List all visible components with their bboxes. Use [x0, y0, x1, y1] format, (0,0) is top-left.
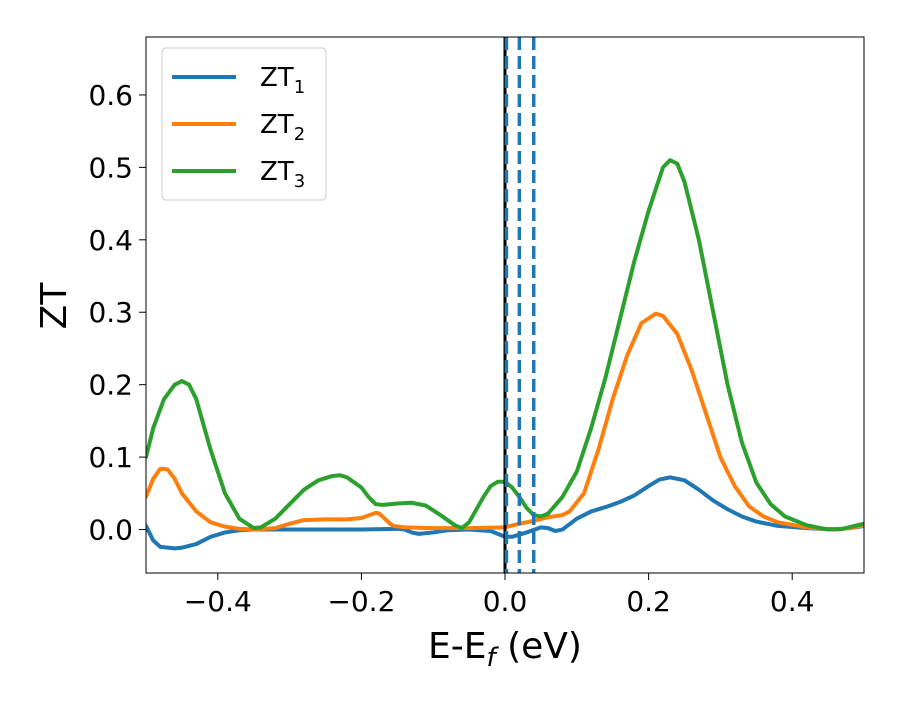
legend-box [161, 47, 327, 201]
legend-label-zt1: ZT1 [260, 63, 305, 98]
y-tick-label: 0.2 [88, 369, 133, 402]
x-tick-label: −0.4 [184, 585, 252, 618]
x-tick-label: 0.2 [626, 585, 671, 618]
y-tick-label: 0.0 [88, 514, 133, 547]
vertical-lines [503, 37, 536, 573]
x-axis-label: E-Ef (eV) [428, 626, 582, 673]
x-tick-label: −0.2 [327, 585, 395, 618]
y-tick-label: 0.6 [88, 79, 133, 112]
y-tick-label: 0.1 [88, 441, 133, 474]
x-axis-label-main: E-E [428, 626, 486, 667]
series-line-zt3 [146, 158, 864, 532]
legend-label-zt3: ZT3 [260, 157, 305, 192]
x-tick-label: 0.0 [483, 585, 528, 618]
y-axis-label: ZT [34, 282, 75, 330]
x-axis-label-unit: (eV) [496, 626, 582, 667]
x-tick-label: 0.4 [770, 585, 815, 618]
x-axis-ticks: −0.4 −0.2 0.0 0.2 0.4 [184, 573, 815, 618]
y-axis-ticks: 0.0 0.1 0.2 0.3 0.4 0.5 0.6 [88, 79, 146, 547]
y-tick-label: 0.4 [88, 224, 133, 257]
legend-label-zt2: ZT2 [260, 110, 305, 145]
series-line-zt1 [146, 475, 864, 551]
legend: ZT1 ZT2 ZT3 [161, 47, 327, 201]
y-tick-label: 0.3 [88, 296, 133, 329]
y-tick-label: 0.5 [88, 151, 133, 184]
